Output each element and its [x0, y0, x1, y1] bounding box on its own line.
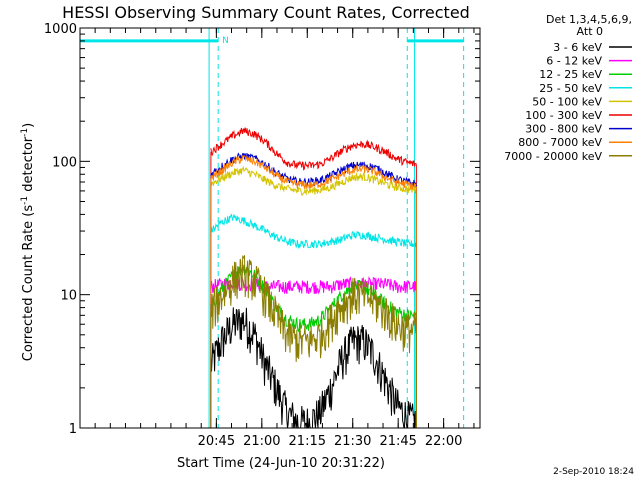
- flag-n-label: N: [222, 36, 229, 46]
- y-axis-label: Corrected Count Rate (s-1 detector-1): [20, 123, 36, 361]
- series-line-6: [210, 127, 417, 171]
- x-tick-label: 21:00: [243, 434, 280, 449]
- legend-header-line-2: Att 0: [577, 25, 603, 38]
- x-axis-label: Start Time (24-Jun-10 20:31:22): [177, 456, 385, 471]
- series-line-1: [210, 307, 417, 429]
- y-axis-label-exp2: -1: [20, 128, 30, 137]
- y-tick-label: 1: [69, 422, 77, 437]
- x-tick-label: 22:00: [425, 434, 462, 449]
- plot-area: N: [79, 28, 465, 429]
- legend-label-2: 6 - 12 keV: [546, 55, 602, 68]
- legend-label-7: 300 - 800 keV: [525, 123, 602, 136]
- y-axis-label-main: Corrected Count Rate (s: [21, 205, 36, 362]
- legend-label-8: 800 - 7000 keV: [518, 136, 602, 149]
- series-line-4: [210, 213, 417, 250]
- x-tick-label: 20:45: [198, 434, 235, 449]
- y-axis-label-end: ): [21, 123, 36, 128]
- legend-label-6: 100 - 300 keV: [525, 109, 602, 122]
- x-tick-label: 21:30: [334, 434, 371, 449]
- x-axis: 20:45 21:00 21:15 21:30 21:45 22:00: [94, 28, 475, 449]
- x-tick-label: 21:45: [379, 434, 416, 449]
- legend-label-5: 50 - 100 keV: [532, 95, 602, 108]
- y-axis-label-exp1: -1: [20, 196, 30, 205]
- y-tick-label: 10: [60, 289, 77, 304]
- legend-label-9: 7000 - 20000 keV: [504, 150, 602, 163]
- legend-label-3: 12 - 25 keV: [539, 68, 602, 81]
- y-tick-label: 1000: [44, 22, 77, 37]
- plot-frame: [79, 27, 481, 429]
- legend-label-1: 3 - 6 keV: [553, 41, 602, 54]
- y-axis: 1 10 100 1000: [44, 22, 480, 437]
- generation-date: 2-Sep-2010 18:24: [553, 467, 634, 477]
- series-line-9: [210, 254, 417, 362]
- legend-label-4: 25 - 50 keV: [539, 82, 602, 95]
- legend-header-line-1: Det 1,3,4,5,6,9,: [546, 13, 632, 26]
- chart-title: HESSI Observing Summary Count Rates, Cor…: [62, 3, 470, 22]
- y-tick-label: 100: [52, 155, 77, 170]
- y-axis-label-mid: detector: [21, 136, 36, 196]
- x-tick-label: 21:15: [289, 434, 326, 449]
- series-line-8: [210, 155, 417, 190]
